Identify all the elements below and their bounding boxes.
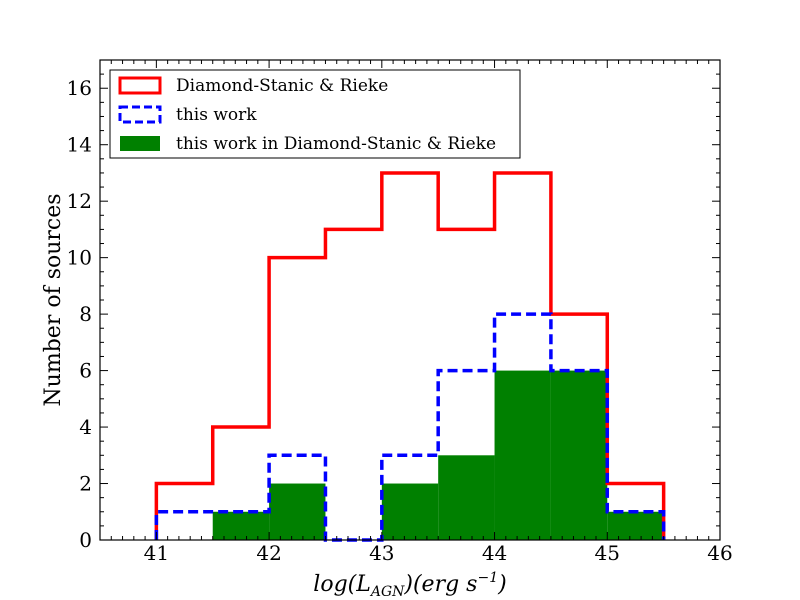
x-tick-label: 44 <box>482 541 507 565</box>
x-tick-label: 42 <box>256 541 281 565</box>
y-tick-label: 10 <box>67 246 92 270</box>
x-tick-label: 43 <box>369 541 394 565</box>
bar-2-2 <box>269 483 326 540</box>
y-tick-label: 14 <box>67 133 92 157</box>
y-tick-label: 0 <box>79 528 92 552</box>
plot-frame <box>99 59 721 541</box>
legend-label-diamond-stanic: Diamond-Stanic & Rieke <box>176 76 388 96</box>
bar-2-6 <box>494 370 551 540</box>
step-lines-layer <box>154 171 666 542</box>
filled-bars-layer <box>212 370 664 540</box>
legend-swatch-overlap <box>120 136 160 151</box>
series-line-0 <box>154 171 666 540</box>
legend-swatch-diamond-stanic <box>118 76 162 95</box>
x-tick-label: 45 <box>595 541 620 565</box>
x-axis-label: log(LAGN)(erg s−1) <box>313 570 506 600</box>
axis-ticks-layer <box>99 59 721 541</box>
bar-2-5 <box>438 455 495 540</box>
legend-box <box>109 69 521 159</box>
x-tick-label: 41 <box>144 541 169 565</box>
y-tick-label: 6 <box>79 359 92 383</box>
x-tick-label: 46 <box>707 541 732 565</box>
bar-2-4 <box>381 483 439 540</box>
legend-label-overlap: this work in Diamond-Stanic & Rieke <box>176 134 496 154</box>
bar-2-7 <box>550 370 608 540</box>
y-tick-label: 16 <box>67 76 92 100</box>
y-axis-label: Number of sources <box>41 193 66 406</box>
y-tick-label: 4 <box>79 415 92 439</box>
y-tick-label: 12 <box>67 189 92 213</box>
series-line-1 <box>154 312 666 542</box>
y-tick-label: 2 <box>79 472 92 496</box>
legend-label-this-work: this work <box>176 105 257 125</box>
legend: Diamond-Stanic & Rieke this work this wo… <box>109 69 521 159</box>
y-tick-label: 8 <box>79 302 92 326</box>
bar-2-8 <box>607 511 664 540</box>
bar-2-1 <box>212 511 270 540</box>
legend-swatch-this-work <box>118 105 162 124</box>
